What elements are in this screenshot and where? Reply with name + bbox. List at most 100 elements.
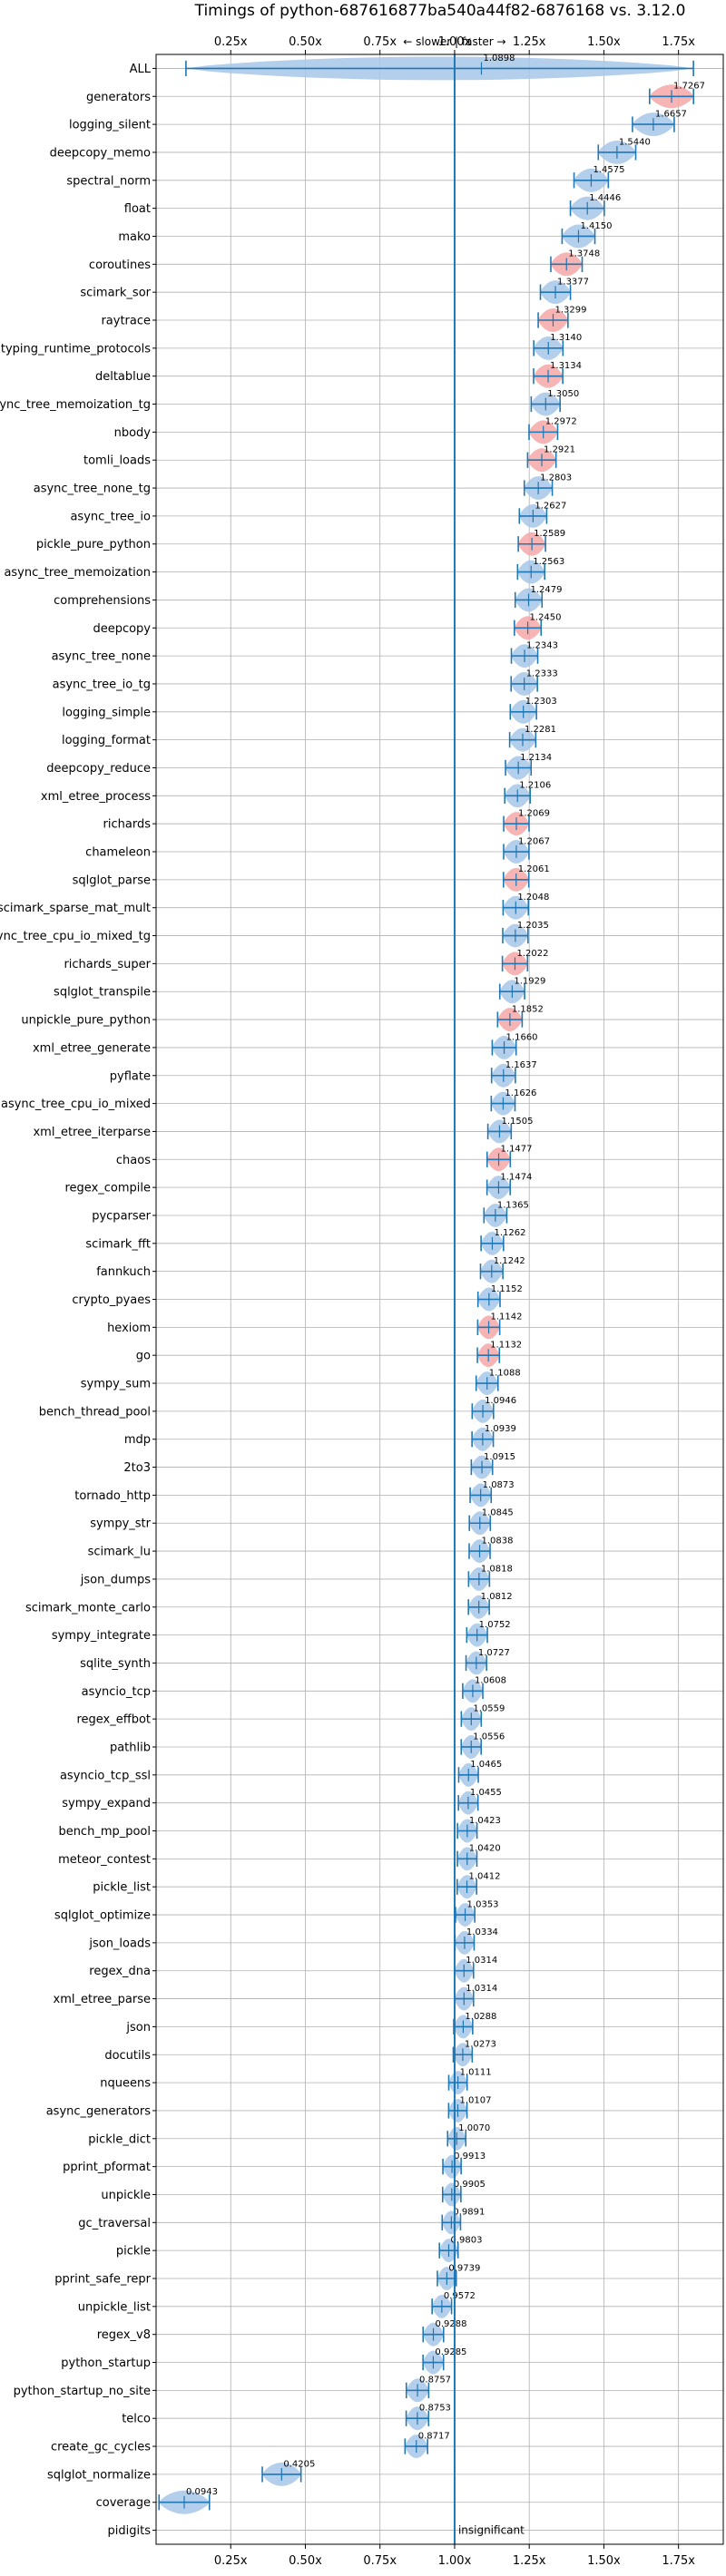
value-label: 1.0559 [473, 1704, 505, 1714]
category-label: sqlglot_transpile [54, 986, 151, 1000]
value-label: 1.0334 [466, 1927, 498, 1937]
category-label: tomli_loads [83, 454, 151, 468]
category-label: regex_compile [64, 1182, 151, 1195]
category-label: python_startup [61, 2356, 151, 2370]
category-label: float [124, 202, 151, 216]
value-label: 1.4150 [580, 221, 612, 231]
insignificant-label: insignificant [458, 2524, 525, 2537]
value-label: 1.2069 [518, 809, 550, 819]
category-label: spectral_norm [66, 174, 151, 188]
x-tick-labels: 0.25x 0.25x 0.50x 0.50x 0.75x 0.75x 1.00x 1.00x… [214, 35, 695, 2568]
category-label: scimark_sor [80, 287, 151, 300]
category-label: scimark_sparse_mat_mult [0, 902, 151, 915]
value-label: 1.0939 [485, 1424, 516, 1434]
category-label: async_tree_memoization_tg [0, 398, 151, 412]
category-label: scimark_monte_carlo [25, 1601, 151, 1615]
value-label: 1.2067 [518, 836, 550, 846]
x-tick-label-top: 1.00x [438, 35, 472, 49]
category-label: pprint_pformat [63, 2161, 151, 2174]
category-label: json [125, 2021, 151, 2034]
value-label: 1.0420 [469, 1844, 501, 1854]
category-label: pickle_dict [88, 2132, 151, 2146]
category-label: async_generators [46, 2104, 152, 2118]
value-label: 0.9803 [450, 2236, 482, 2246]
category-label: python_startup_no_site [14, 2385, 151, 2398]
category-label: deepcopy_memo [50, 146, 151, 160]
category-label: nbody [114, 426, 152, 440]
category-label: create_gc_cycles [51, 2441, 151, 2454]
x-tick-label-top: 1.75x [662, 35, 695, 49]
value-label: 1.2803 [540, 473, 572, 483]
category-label: json_loads [88, 1937, 151, 1950]
x-tick-label-top: 0.50x [289, 35, 322, 49]
value-label: 1.3748 [568, 249, 600, 259]
category-label: meteor_contest [58, 1853, 151, 1867]
category-label: regex_dna [89, 1965, 151, 1978]
value-label: 1.2035 [517, 921, 549, 931]
category-label: deltablue [95, 370, 151, 384]
value-label: 1.6657 [655, 109, 687, 119]
category-label: logging_simple [62, 706, 151, 719]
value-label: 1.3140 [550, 333, 582, 343]
value-label: 1.7267 [673, 82, 705, 92]
category-label: regex_v8 [97, 2328, 151, 2342]
category-label: sympy_sum [81, 1378, 151, 1391]
category-label: richards [103, 818, 152, 832]
value-label: 0.9739 [448, 2263, 480, 2273]
category-label: nqueens [100, 2077, 151, 2091]
value-label: 1.0070 [458, 2123, 490, 2133]
value-label: 1.1088 [489, 1368, 521, 1378]
value-label: 1.2343 [526, 640, 558, 650]
category-label: fannkuch [96, 1265, 151, 1279]
value-label: 1.2589 [534, 529, 565, 539]
value-label: 1.0288 [465, 2012, 496, 2022]
category-label: raytrace [101, 315, 151, 328]
direction-annotation: ← slower | faster → [403, 35, 505, 48]
value-label: 1.1242 [494, 1256, 525, 1266]
category-label: async_tree_cpu_io_mixed [1, 1098, 151, 1111]
chart-title: Timings of python-687616877ba540a44f82-6… [194, 2, 686, 20]
category-label: typing_runtime_protocols [1, 342, 151, 356]
value-label: 1.0845 [482, 1508, 514, 1518]
value-label: 1.0273 [465, 2040, 496, 2050]
value-label: 1.5440 [619, 137, 651, 147]
value-label: 1.0727 [478, 1648, 510, 1658]
value-label: 0.8717 [418, 2431, 450, 2441]
value-label: 1.2972 [545, 417, 577, 427]
value-label: 1.3377 [557, 278, 589, 288]
value-label: 1.2106 [519, 781, 551, 791]
value-label: 1.2303 [525, 697, 557, 707]
category-label: mako [118, 230, 151, 244]
value-label: 0.8753 [419, 2404, 451, 2414]
category-label: async_tree_none [52, 650, 151, 664]
value-label: 1.0107 [459, 2095, 491, 2105]
value-label: 1.2022 [516, 949, 548, 959]
value-label: 1.1477 [501, 1145, 533, 1155]
category-label: comprehensions [54, 594, 151, 608]
category-label: telco [122, 2413, 151, 2426]
category-label: gc_traversal [78, 2217, 151, 2230]
value-label: 1.3299 [554, 305, 586, 315]
value-label: 1.2450 [530, 613, 562, 623]
value-label: 1.1626 [505, 1088, 536, 1098]
category-label: richards_super [64, 958, 151, 971]
value-label: 1.1929 [514, 977, 545, 987]
category-label: asyncio_tcp [82, 1685, 151, 1699]
value-label: 1.1474 [500, 1172, 532, 1182]
category-labels: ALL generators logging_silent deepcopy_memo… [0, 63, 156, 2538]
value-label: 1.0838 [482, 1536, 514, 1546]
category-label: 2to3 [123, 1461, 151, 1475]
value-label: 1.2627 [535, 501, 566, 511]
category-label: sympy_str [90, 1517, 151, 1531]
value-label: 1.1142 [491, 1312, 523, 1322]
category-label: pickle_list [93, 1881, 151, 1895]
category-label: bench_thread_pool [39, 1405, 151, 1419]
value-label: 1.0873 [483, 1480, 515, 1490]
value-label: 1.1132 [490, 1341, 522, 1351]
x-tick-label-bottom: 0.50x [289, 2554, 322, 2568]
category-label: logging_format [62, 734, 151, 747]
value-label: 1.0465 [470, 1760, 502, 1770]
value-label: 0.9913 [454, 2152, 486, 2161]
category-label: hexiom [107, 1322, 151, 1335]
